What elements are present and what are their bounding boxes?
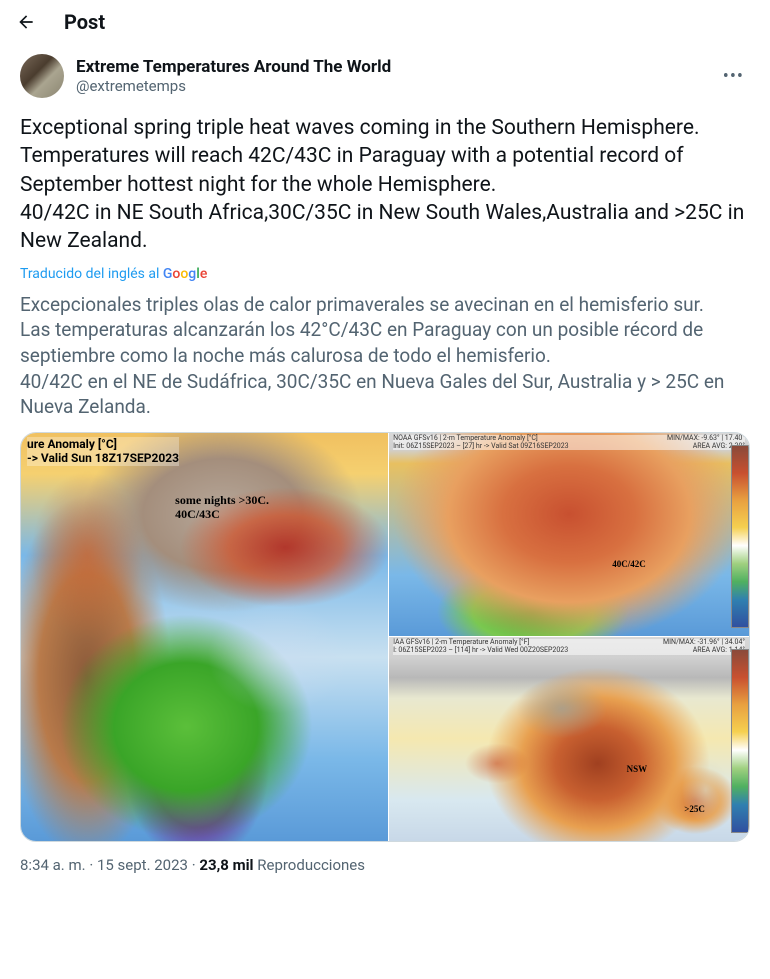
map-left-annotation: some nights >30C. 40C/43C (175, 493, 269, 522)
map-left-title: ure Anomaly [°C] -> Valid Sun 18Z17SEP20… (27, 437, 179, 466)
more-options-icon[interactable]: ••• (717, 66, 750, 87)
map-south-america: ure Anomaly [°C] -> Valid Sun 18Z17SEP20… (21, 433, 389, 841)
map-africa: NOAA GFSv16 | 2-m Temperature Anomaly [°… (389, 433, 749, 638)
map-right-column: NOAA GFSv16 | 2-m Temperature Anomaly [°… (389, 433, 749, 841)
media-attachment[interactable]: ure Anomaly [°C] -> Valid Sun 18Z17SEP20… (20, 432, 750, 842)
views-label: Reproducciones (254, 856, 365, 874)
page-title: Post (64, 10, 105, 34)
translated-body: Excepcionales triples olas de calor prim… (0, 284, 770, 426)
post-body: Exceptional spring triple heat waves com… (0, 102, 770, 260)
map-africa-header: NOAA GFSv16 | 2-m Temperature Anomaly [°… (393, 435, 745, 450)
avatar[interactable] (20, 54, 64, 98)
translate-label: Traducido del inglés al (20, 266, 163, 282)
translated-by-row[interactable]: Traducido del inglés al Google (0, 260, 770, 284)
post-author-row: Extreme Temperatures Around The World @e… (0, 44, 770, 102)
user-handle: @extremetemps (76, 77, 705, 95)
user-block[interactable]: Extreme Temperatures Around The World @e… (76, 57, 705, 95)
post-meta: 8:34 a. m. · 15 sept. 2023 · 23,8 mil Re… (0, 846, 770, 884)
google-logo-icon: Google (163, 266, 207, 282)
views-count: 23,8 mil (199, 856, 253, 874)
post-date[interactable]: 15 sept. 2023 (97, 856, 188, 874)
map-aus-ann-nz: >25C (684, 804, 705, 814)
map-africa-annotation: 40C/42C (612, 559, 646, 569)
map-australia: IAA GFSv16 | 2-m Temperature Anomaly [°F… (389, 637, 749, 841)
display-name: Extreme Temperatures Around The World (76, 57, 705, 77)
map-australia-header: IAA GFSv16 | 2-m Temperature Anomaly [°F… (393, 639, 745, 654)
map-aus-ann-nsw: NSW (627, 764, 648, 774)
post-header: Post (0, 0, 770, 44)
back-arrow-icon[interactable] (16, 12, 36, 32)
post-time[interactable]: 8:34 a. m. (20, 856, 86, 874)
